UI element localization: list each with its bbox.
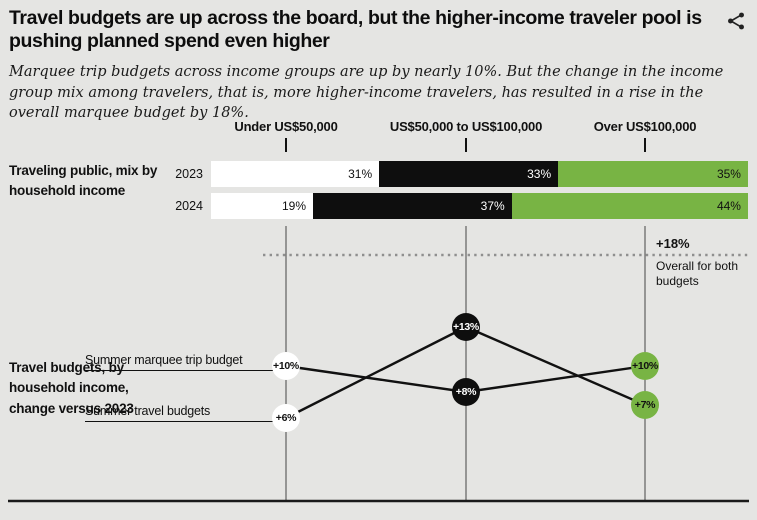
stacked-bar-row-2024: 19% 37% 44% [211, 193, 748, 219]
column-header-50k-100k: US$50,000 to US$100,000 [389, 119, 543, 134]
slope-section-label: Travel budgets, by household income, cha… [9, 360, 134, 416]
column-header-over-100k: Over US$100,000 [593, 119, 697, 134]
overall-annotation-value: +18% [656, 236, 690, 251]
bar-year-label-2023: 2023 [175, 167, 203, 181]
bar-segment: 35% [558, 161, 748, 187]
slope-node-series0-col2: +10% [631, 352, 659, 380]
slope-node-series1-col0: +6% [272, 404, 300, 432]
stacked-bar-row-2023: 31% 33% 35% [211, 161, 748, 187]
series-label-travel-budgets: Summer travel budgets [85, 404, 273, 422]
bar-segment: 44% [511, 193, 748, 219]
slope-node-series1-col1: +13% [452, 313, 480, 341]
share-icon[interactable] [725, 10, 747, 32]
column-header-under-50k: Under US$50,000 [234, 119, 338, 134]
bar-segment: 33% [379, 161, 559, 187]
overall-annotation-description: Overall for both budgets [656, 259, 739, 288]
series-label-marquee-budget: Summer marquee trip budget [85, 353, 273, 371]
slope-node-series0-col0: +10% [272, 352, 300, 380]
bar-year-label-2024: 2024 [175, 199, 203, 213]
bar-segment: 19% [211, 193, 314, 219]
chart-subtitle: Marquee trip budgets across income group… [9, 64, 724, 122]
stacked-bars-section-label: Traveling public, mix by household incom… [9, 163, 158, 199]
bar-segment: 37% [313, 193, 512, 219]
slope-node-series1-col2: +7% [631, 391, 659, 419]
page-title: Travel budgets are up across the board, … [9, 7, 702, 53]
slope-node-series0-col1: +8% [452, 378, 480, 406]
bar-segment: 31% [211, 161, 380, 187]
